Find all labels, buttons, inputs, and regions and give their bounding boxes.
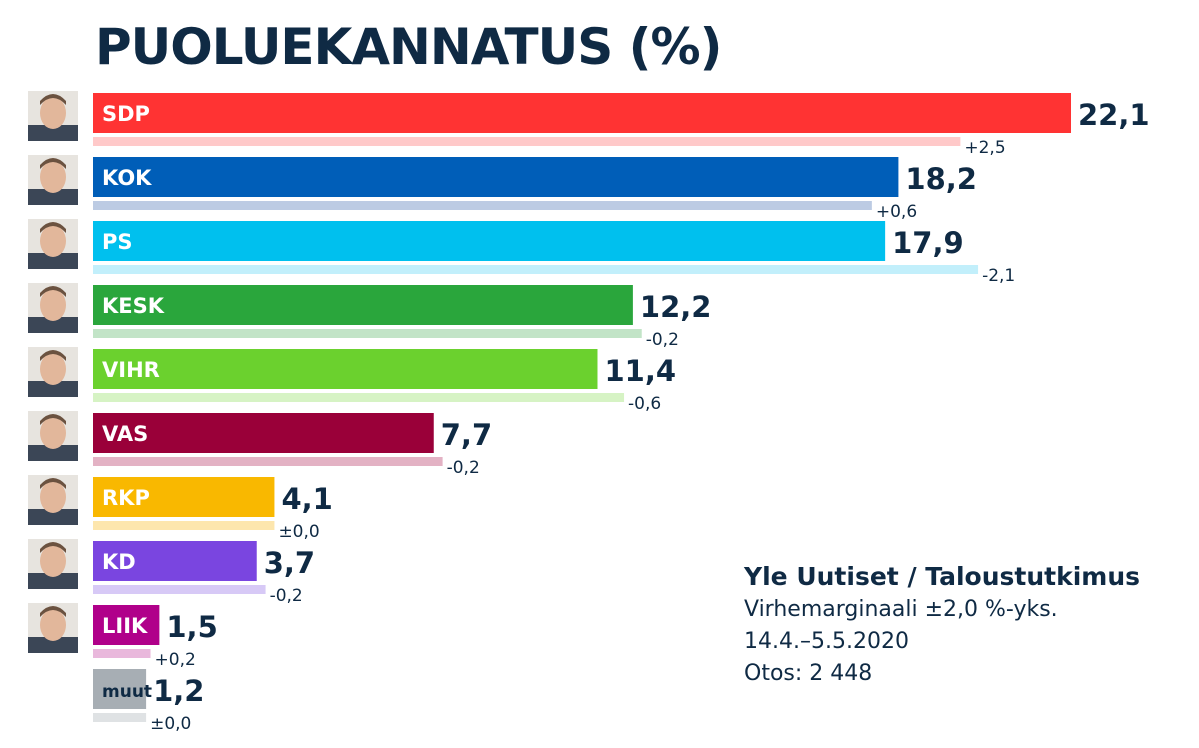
prev-bar-rkp [93, 521, 275, 530]
bar-ps [93, 221, 886, 261]
chart-title: PUOLUEKANNATUS (%) [95, 18, 722, 76]
value-label-vihr: 11,4 [604, 354, 676, 388]
survey-dates: 14.4.–5.5.2020 [744, 629, 909, 654]
sample-size: Otos: 2 448 [744, 661, 873, 686]
value-label-rkp: 4,1 [281, 482, 332, 516]
portrait-kesk [28, 283, 78, 333]
change-label-kesk: -0,2 [646, 330, 679, 350]
portrait-rkp [28, 475, 78, 525]
change-label-ps: -2,1 [982, 266, 1015, 286]
bar-rkp [93, 477, 275, 517]
value-label-kesk: 12,2 [640, 290, 712, 324]
bar-kok [93, 157, 899, 197]
value-label-kd: 3,7 [264, 546, 315, 580]
value-label-muut: 1,2 [153, 674, 204, 708]
portrait-vas [28, 411, 78, 461]
value-label-liik: 1,5 [166, 610, 217, 644]
portrait-liik [28, 603, 78, 653]
category-label-muut: muut [102, 682, 152, 702]
category-label-kok: KOK [102, 166, 152, 190]
category-label-liik: LIIK [102, 614, 148, 638]
category-label-vihr: VIHR [102, 358, 160, 382]
bar-liik [93, 605, 160, 645]
bar-muut [93, 669, 147, 709]
prev-bar-kd [93, 585, 266, 594]
change-label-kd: -0,2 [270, 586, 303, 606]
prev-bar-kesk [93, 329, 642, 338]
bar-vihr [93, 349, 598, 389]
prev-bar-muut [93, 713, 147, 722]
change-label-vas: -0,2 [447, 458, 480, 478]
category-label-rkp: RKP [102, 486, 150, 510]
prev-bar-liik [93, 649, 151, 658]
margin-of-error: Virhemarginaali ±2,0 %-yks. [744, 597, 1058, 622]
change-label-kok: +0,6 [876, 202, 917, 222]
category-label-ps: PS [102, 230, 133, 254]
change-label-vihr: -0,6 [628, 394, 661, 414]
change-label-muut: ±0,0 [150, 714, 191, 734]
value-label-kok: 18,2 [905, 162, 977, 196]
bar-kd [93, 541, 257, 581]
portrait-vihr [28, 347, 78, 397]
prev-bar-vihr [93, 393, 625, 402]
prev-bar-sdp [93, 137, 961, 146]
bar-sdp [93, 93, 1071, 133]
value-label-ps: 17,9 [892, 226, 964, 260]
source-name: Yle Uutiset / Taloustutkimus [744, 562, 1141, 591]
value-label-vas: 7,7 [441, 418, 492, 452]
category-label-kesk: KESK [102, 294, 165, 318]
change-label-sdp: +2,5 [964, 138, 1005, 158]
source-info: Yle Uutiset / Taloustutkimus Virhemargin… [744, 562, 1140, 693]
category-label-sdp: SDP [102, 102, 150, 126]
portrait-kok [28, 155, 78, 205]
bar-kesk [93, 285, 633, 325]
prev-bar-ps [93, 265, 979, 274]
portrait-ps [28, 219, 78, 269]
prev-bar-vas [93, 457, 443, 466]
change-label-liik: +0,2 [155, 650, 196, 670]
change-label-rkp: ±0,0 [278, 522, 319, 542]
portrait-kd [28, 539, 78, 589]
bar-vas [93, 413, 434, 453]
prev-bar-kok [93, 201, 872, 210]
category-label-vas: VAS [102, 422, 148, 446]
portrait-sdp [28, 91, 78, 141]
value-label-sdp: 22,1 [1078, 98, 1150, 132]
category-label-kd: KD [102, 550, 136, 574]
